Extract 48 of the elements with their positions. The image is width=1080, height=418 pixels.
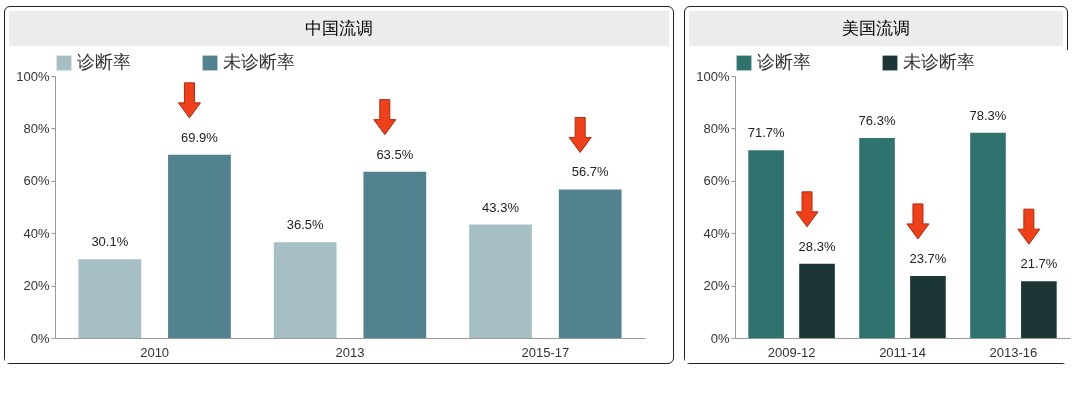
bar xyxy=(970,132,1006,338)
bar xyxy=(78,259,142,338)
x-tick-label: 2013 xyxy=(335,344,365,360)
y-tick-label: 0% xyxy=(30,330,50,346)
y-tick-label: 100% xyxy=(16,68,50,84)
y-tick-label: 100% xyxy=(696,68,730,84)
data-label: 69.9% xyxy=(181,129,219,145)
y-tick-label: 40% xyxy=(703,225,730,241)
data-label: 23.7% xyxy=(909,250,947,266)
data-label: 21.7% xyxy=(1020,256,1058,272)
data-label: 30.1% xyxy=(91,234,129,250)
data-label: 71.7% xyxy=(747,125,785,141)
x-tick-label: 2015-17 xyxy=(521,344,570,360)
bar xyxy=(363,171,427,338)
data-label: 28.3% xyxy=(798,238,836,254)
bar xyxy=(469,224,532,338)
y-tick-label: 60% xyxy=(23,173,50,189)
data-label: 36.5% xyxy=(286,217,325,233)
bar xyxy=(558,189,622,338)
data-label: 78.3% xyxy=(969,107,1007,123)
y-tick-label: 80% xyxy=(23,120,50,136)
chart-title: 中国流调 xyxy=(9,11,669,46)
bar xyxy=(168,154,231,338)
bar xyxy=(1021,281,1057,338)
y-tick-label: 20% xyxy=(23,278,50,294)
bar xyxy=(910,275,946,338)
bar xyxy=(799,263,835,338)
y-tick-label: 80% xyxy=(703,120,730,136)
data-label: 63.5% xyxy=(376,146,414,162)
bar xyxy=(748,150,784,338)
x-tick-label: 2010 xyxy=(140,344,170,360)
x-tick-label: 2009-12 xyxy=(767,344,816,360)
x-tick-label: 2013-16 xyxy=(989,344,1038,360)
legend-label: 未诊断率 xyxy=(903,52,975,72)
legend-label: 未诊断率 xyxy=(223,52,295,72)
y-tick-label: 60% xyxy=(703,173,730,189)
legend-label: 诊断率 xyxy=(77,52,131,72)
bar xyxy=(273,242,337,338)
y-tick-label: 40% xyxy=(23,225,50,241)
legend-label: 诊断率 xyxy=(757,52,811,72)
data-label: 56.7% xyxy=(571,164,610,180)
x-tick-label: 2011-14 xyxy=(879,344,926,360)
data-label: 76.3% xyxy=(858,113,896,129)
chart-title: 美国流调 xyxy=(689,11,1063,46)
y-tick-label: 20% xyxy=(703,278,730,294)
data-label: 43.3% xyxy=(482,199,520,215)
y-tick-label: 0% xyxy=(710,330,730,346)
bar xyxy=(859,138,895,338)
